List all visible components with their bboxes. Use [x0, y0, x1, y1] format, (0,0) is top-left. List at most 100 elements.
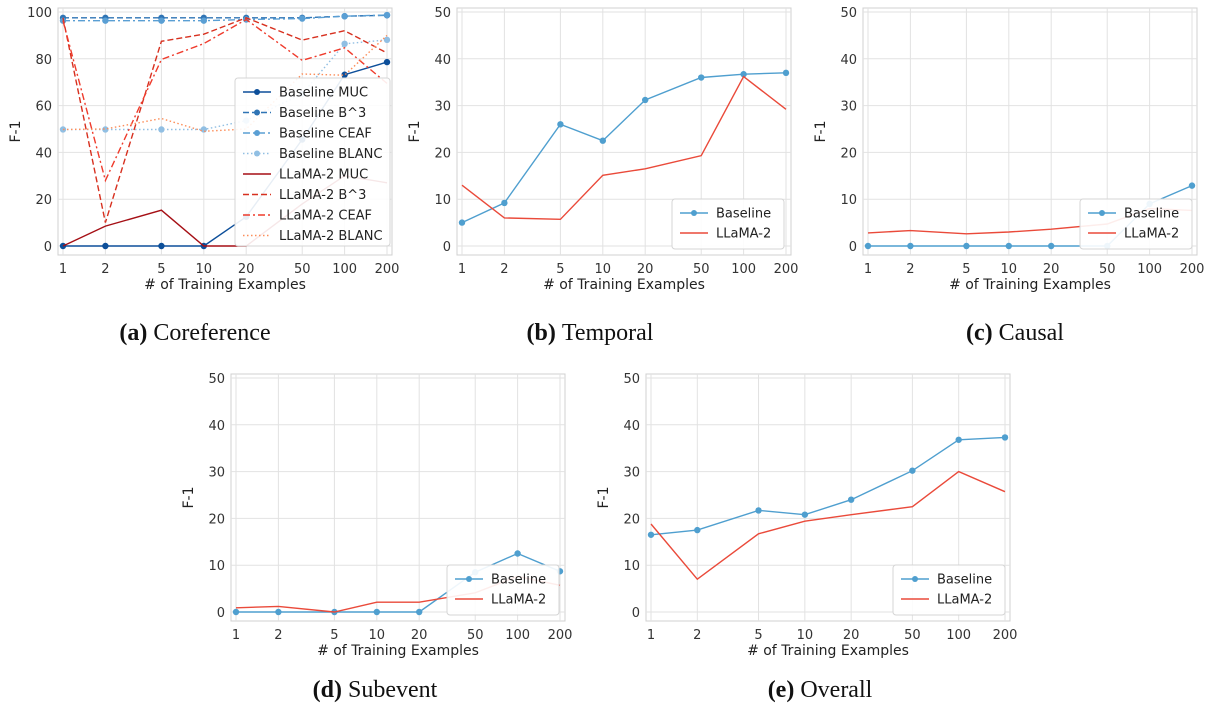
legend-label: LLaMA-2 BLANC	[279, 229, 383, 244]
data-point	[341, 71, 348, 78]
caption-text: Coreference	[153, 320, 270, 346]
legend-label: Baseline CEAF	[279, 127, 372, 142]
data-point	[158, 126, 165, 133]
legend-label: LLaMA-2	[937, 593, 992, 608]
x-tick-label: 50	[1099, 262, 1116, 277]
data-point	[383, 36, 391, 44]
chart-e: 0 10 20 30 40 50 1 2 5 10 20 50 100 200 # of Training …	[596, 372, 1017, 703]
legend-label: LLaMA-2	[716, 227, 771, 242]
data-point	[847, 496, 855, 503]
caption-label: (b)	[527, 320, 556, 346]
x-tick-label: 2	[274, 628, 282, 643]
x-tick-label: 100	[946, 628, 971, 643]
y-tick-label: 30	[623, 466, 640, 481]
data-point	[740, 71, 747, 78]
y-tick-label: 0	[217, 606, 225, 621]
y-tick-label: 30	[208, 466, 225, 481]
series-line	[63, 39, 388, 131]
chart-d: 0 10 20 30 40 50 1 2 5 10 20 50 100 200 # of Training …	[181, 372, 572, 703]
legend-marker	[1099, 210, 1105, 216]
series-baseline	[458, 69, 790, 226]
legend-label: LLaMA-2	[1124, 227, 1179, 242]
legend-label: Baseline	[1124, 207, 1179, 222]
y-tick-label: 10	[434, 193, 451, 208]
x-tick-label: 1	[232, 628, 240, 643]
data-point	[158, 242, 165, 250]
caption-label: (d)	[313, 677, 342, 703]
x-tick-label: 50	[693, 262, 710, 277]
x-tick-label: 10	[595, 262, 612, 277]
series-line	[461, 75, 787, 221]
caption-text: Temporal	[562, 320, 654, 346]
y-tick-label: 0	[849, 240, 857, 255]
x-tick-label: 2	[101, 262, 109, 277]
data-point	[647, 531, 655, 538]
data-point	[501, 199, 508, 207]
data-point	[782, 69, 790, 77]
x-tick-label: 20	[1043, 262, 1060, 277]
y-tick-label: 50	[208, 372, 225, 387]
y-tick-label: 20	[35, 193, 52, 208]
y-tick-label: 80	[35, 53, 52, 68]
panel-caption: (c) Causal	[966, 320, 1064, 346]
y-tick-label: 30	[434, 100, 451, 115]
x-tick-label: 200	[993, 628, 1018, 643]
x-tick-label: 50	[904, 628, 921, 643]
legend-label: Baseline	[716, 207, 771, 222]
x-tick-label: 10	[797, 628, 814, 643]
legend-marker	[912, 576, 918, 582]
data-point	[373, 608, 381, 616]
x-tick-label: 1	[59, 262, 67, 277]
x-tick-label: 20	[637, 262, 654, 277]
y-tick-label: 20	[434, 146, 451, 161]
x-tick-label: 1	[647, 628, 655, 643]
legend-box	[892, 564, 1006, 616]
x-tick-label: 200	[774, 262, 799, 277]
y-axis-label: F-1	[181, 486, 197, 508]
legend-label: Baseline	[937, 573, 992, 588]
y-tick-label: 60	[35, 100, 52, 115]
data-point	[557, 121, 564, 128]
y-tick-label: 100	[27, 6, 52, 21]
series-line	[236, 552, 561, 613]
data-point	[341, 13, 348, 20]
legend: Baseline LLaMA-2	[671, 198, 785, 250]
x-tick-label: 100	[505, 628, 530, 643]
legend-box	[671, 198, 785, 250]
y-tick-label: 50	[623, 372, 640, 387]
caption-text: Overall	[800, 677, 872, 703]
x-tick-label: 2	[693, 628, 701, 643]
series-line	[62, 18, 388, 183]
data-point	[200, 17, 208, 24]
data-point	[341, 40, 348, 48]
caption-label: (c)	[966, 320, 993, 346]
x-tick-label: 5	[157, 262, 165, 277]
legend: Baseline LLaMA-2	[892, 564, 1006, 616]
data-point	[907, 242, 914, 250]
data-point	[963, 242, 970, 250]
y-tick-label: 50	[434, 6, 451, 21]
legend-label: LLaMA-2 MUC	[279, 168, 368, 183]
x-tick-label: 50	[294, 262, 311, 277]
x-tick-label: 20	[238, 262, 255, 277]
y-axis-label: F-1	[8, 120, 24, 142]
y-tick-label: 40	[434, 53, 451, 68]
x-tick-label: 2	[906, 262, 914, 277]
data-point	[694, 526, 701, 534]
chart-b: 0 10 20 30 40 50 1 2 5 10 20 50 100 200 # of Training …	[407, 6, 798, 346]
y-axis-label: F-1	[407, 120, 423, 142]
legend: Baseline LLaMA-2	[1079, 198, 1193, 250]
data-point	[200, 126, 208, 133]
legend-label: LLaMA-2	[491, 593, 546, 608]
x-tick-label: 100	[332, 262, 357, 277]
x-tick-label: 5	[556, 262, 564, 277]
y-tick-label: 10	[840, 193, 857, 208]
legend-label: Baseline	[491, 573, 546, 588]
x-tick-label: 200	[1180, 262, 1205, 277]
x-tick-label: 2	[500, 262, 508, 277]
series-line	[461, 72, 787, 224]
y-tick-label: 40	[208, 419, 225, 434]
data-point	[102, 242, 109, 250]
y-tick-label: 0	[44, 240, 52, 255]
data-point	[955, 436, 962, 443]
